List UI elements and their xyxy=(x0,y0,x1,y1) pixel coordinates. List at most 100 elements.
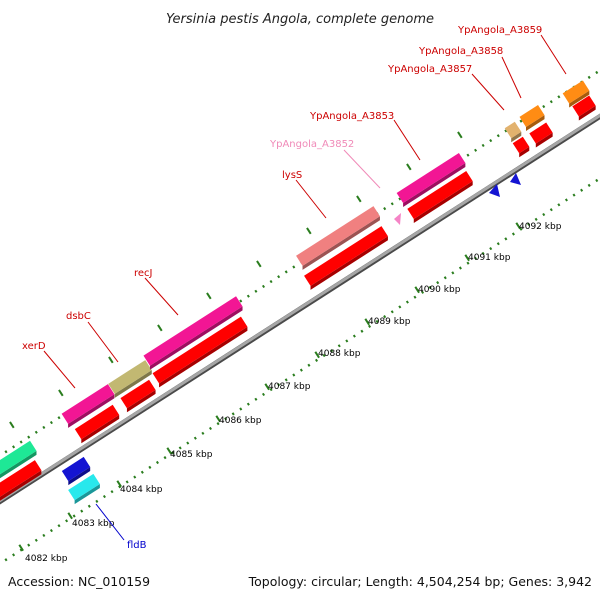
gene-blue-arrow-2 xyxy=(510,173,521,185)
cds-red-8 xyxy=(529,122,553,144)
cds-red-8-side xyxy=(535,132,553,148)
tick-lower-4089 xyxy=(364,318,370,326)
kbp-label-4092: 4092 kbp xyxy=(519,222,562,232)
gene-label-A3858: YpAngola_A3858 xyxy=(418,46,503,57)
kbp-label-4089: 4089 kbp xyxy=(368,317,411,327)
tick-upper-4088 xyxy=(256,260,262,268)
tick-lower-4087 xyxy=(264,383,270,391)
gene-label-fldB: fldB xyxy=(127,540,147,551)
gene-blue-side xyxy=(68,467,91,486)
gene-blue-arrow-1 xyxy=(489,184,500,197)
gene-A3859 xyxy=(562,80,590,104)
callout-recJ xyxy=(144,277,179,316)
cds-red-4-side xyxy=(159,326,248,388)
cds-red-3 xyxy=(120,379,156,409)
gene-blue xyxy=(61,456,91,482)
callout-xerD xyxy=(43,350,76,389)
gene-lysS-side xyxy=(302,216,380,270)
cds-red-6 xyxy=(407,171,473,219)
cds-red-1 xyxy=(0,460,42,497)
callout-A3858 xyxy=(501,56,522,99)
callout-dsbC xyxy=(87,321,119,363)
gene-A3857 xyxy=(504,121,522,139)
backbone-line xyxy=(0,113,600,503)
callout-A3853 xyxy=(393,119,421,161)
tick-lower-4090 xyxy=(414,286,420,294)
gene-green xyxy=(0,440,37,475)
gene-xerD xyxy=(61,384,115,424)
gene-A3852 xyxy=(394,213,401,225)
tick-upper-4085 xyxy=(108,356,114,364)
gene-A3858-side xyxy=(525,115,545,131)
cds-red-6-side xyxy=(413,181,473,223)
accession-text: Accession: NC_010159 xyxy=(8,574,150,589)
map-title: Yersinia pestis Angola, complete genome xyxy=(166,12,434,27)
gene-fldB-side xyxy=(74,483,100,505)
cds-red-7-side xyxy=(519,146,530,158)
callout-lysS xyxy=(295,179,327,219)
kbp-label-4084: 4084 kbp xyxy=(120,485,163,495)
cds-red-9-side xyxy=(578,105,596,121)
kbp-label-4085: 4085 kbp xyxy=(170,450,213,460)
cds-red-9 xyxy=(572,95,596,117)
callout-A3852 xyxy=(343,149,381,189)
tick-upper-4089 xyxy=(306,227,312,235)
kbp-label-4082: 4082 kbp xyxy=(25,554,68,564)
gene-label-recJ: recJ xyxy=(134,268,153,279)
gene-A3853-side xyxy=(403,163,466,208)
gene-label-A3859: YpAngola_A3859 xyxy=(457,25,542,36)
cds-red-3-side xyxy=(126,389,156,413)
tick-upper-4091 xyxy=(406,163,412,171)
gene-label-A3852: YpAngola_A3852 xyxy=(269,139,354,150)
tick-upper-4086 xyxy=(157,324,163,332)
kbp-labels: 4082 kbp 4083 kbp 4084 kbp 4085 kbp 4086… xyxy=(25,222,562,564)
kbp-label-4086: 4086 kbp xyxy=(219,416,262,426)
tick-upper-4090 xyxy=(356,195,362,203)
gene-labels: xerD dsbC recJ lysS YpAngola_A3852 YpAng… xyxy=(22,25,542,551)
gene-label-A3853: YpAngola_A3853 xyxy=(309,111,394,122)
gene-A3857-side xyxy=(511,131,522,143)
genome-summary: Topology: circular; Length: 4,504,254 bp… xyxy=(248,574,592,589)
gene-label-A3857: YpAngola_A3857 xyxy=(387,64,472,75)
tick-upper-4087 xyxy=(206,292,212,300)
cds-red-4 xyxy=(152,316,248,384)
tick-upper-4084 xyxy=(58,389,64,397)
cds-red-1-side xyxy=(0,470,42,501)
kbp-label-4083: 4083 kbp xyxy=(72,519,115,529)
tick-lower-4088 xyxy=(314,351,320,359)
gene-dsbC-side xyxy=(114,370,152,398)
cds-red-5-side xyxy=(310,236,388,290)
tick-upper-4092 xyxy=(457,131,463,139)
gene-A3859-side xyxy=(569,90,590,108)
gene-recJ-side xyxy=(149,306,243,370)
scale-ticks xyxy=(9,131,521,552)
tick-lower-4086 xyxy=(215,415,221,423)
gene-A3858 xyxy=(519,105,545,127)
gene-dsbC xyxy=(108,360,152,394)
gene-recJ xyxy=(143,296,243,366)
cds-red-7 xyxy=(512,136,530,154)
gene-xerD-side xyxy=(68,394,115,428)
callout-A3857 xyxy=(471,73,505,111)
gene-label-dsbC: dsbC xyxy=(66,311,91,322)
gene-lysS xyxy=(296,206,380,266)
gene-features xyxy=(0,80,596,505)
gene-label-xerD: xerD xyxy=(22,341,46,352)
gene-label-lysS: lysS xyxy=(282,170,302,181)
tick-lower-4084 xyxy=(116,480,122,488)
tick-upper-4083 xyxy=(9,421,15,429)
dotted-guide-2 xyxy=(0,176,600,566)
cds-red-5 xyxy=(304,226,388,286)
tick-lower-4085 xyxy=(166,447,172,455)
kbp-label-4091: 4091 kbp xyxy=(468,253,511,263)
cds-red-2 xyxy=(74,404,120,440)
gene-A3853 xyxy=(396,152,466,204)
kbp-label-4087: 4087 kbp xyxy=(268,382,311,392)
tick-lower-4082 xyxy=(18,544,24,552)
gene-fldB xyxy=(68,473,100,501)
gene-callouts xyxy=(43,34,567,541)
tick-lower-4092 xyxy=(515,222,521,230)
callout-fldB xyxy=(95,503,125,541)
